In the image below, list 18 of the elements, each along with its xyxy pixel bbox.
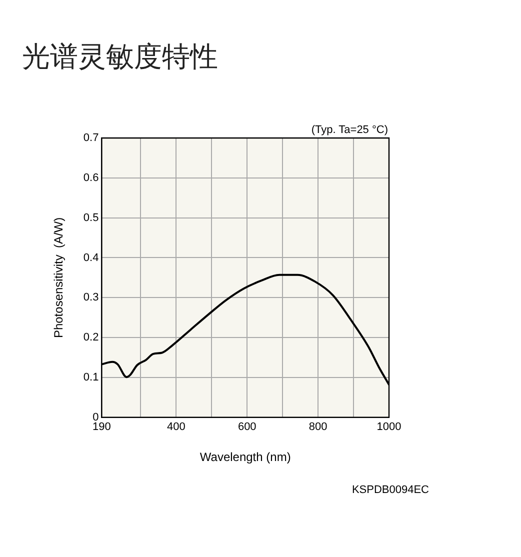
- y-tick-label: 0.4: [83, 252, 99, 264]
- text: KSPDB0094EC: [352, 484, 429, 496]
- x-tick-label: 400: [167, 421, 186, 434]
- x-axis-title: Wavelength (nm): [200, 450, 291, 464]
- text: (Typ. Ta=25 °C): [311, 124, 388, 136]
- chart-title: 光谱灵敏度特性: [22, 39, 218, 75]
- y-tick-label: 0.6: [83, 172, 99, 184]
- y-tick-label: 0.3: [83, 292, 99, 304]
- y-tick-label: 0.7: [83, 132, 99, 144]
- x-tick-label: 190: [92, 421, 111, 434]
- y-tick-label: 0.2: [83, 332, 99, 344]
- y-tick-label: 0.5: [83, 212, 99, 224]
- x-tick-label: 1000: [376, 421, 402, 434]
- y-tick-label: 0: [92, 411, 99, 424]
- y-axis-title: Photosensitivity (A/W): [52, 217, 66, 338]
- y-tick-label: 0.1: [83, 372, 99, 384]
- x-tick-label: 600: [238, 421, 256, 434]
- x-tick-label: 800: [308, 421, 328, 434]
